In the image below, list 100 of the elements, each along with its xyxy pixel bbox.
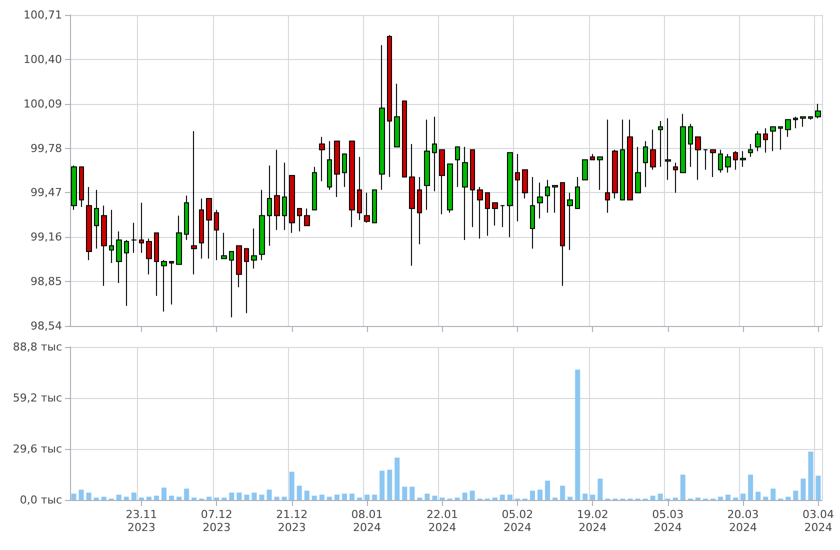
- candlestick: [492, 202, 498, 226]
- bar: [507, 494, 512, 500]
- bar: [169, 496, 174, 500]
- candlestick: [455, 146, 460, 188]
- y-tick-label: 99,16: [30, 230, 62, 244]
- candlestick: [312, 166, 317, 210]
- bar: [568, 496, 573, 500]
- bar: [101, 496, 106, 500]
- bar: [545, 480, 550, 500]
- candlestick: [537, 182, 543, 220]
- bar: [274, 496, 280, 500]
- candlestick: [109, 209, 114, 264]
- bar: [598, 478, 603, 500]
- bar: [342, 494, 347, 500]
- bar: [304, 490, 310, 500]
- candlestick: [725, 154, 731, 174]
- bar: [740, 494, 746, 500]
- candlestick: [379, 44, 385, 190]
- candlestick: [778, 126, 783, 150]
- y-tick-label: 0,0 тыс: [20, 494, 62, 506]
- bar: [266, 490, 272, 500]
- candlestick: [94, 189, 99, 250]
- candlestick: [462, 146, 468, 241]
- candlestick: [755, 130, 761, 152]
- candlestick: [582, 159, 588, 180]
- bar: [312, 496, 317, 500]
- candlestick: [101, 205, 107, 286]
- bar: [380, 470, 385, 500]
- bar: [432, 496, 438, 500]
- candlestick: [146, 238, 152, 275]
- candlestick: [680, 113, 686, 174]
- x-tick-label: 05.03 2024: [652, 508, 684, 534]
- candlestick: [439, 149, 445, 215]
- x-tick-label: 03.04 2024: [802, 508, 834, 534]
- candlestick: [334, 140, 340, 198]
- bar: [124, 496, 129, 500]
- bar: [718, 496, 723, 500]
- candlestick: [372, 189, 377, 224]
- bar: [162, 488, 166, 500]
- candlestick: [740, 150, 746, 168]
- y-tick-label: 88,8 тыс: [12, 340, 62, 354]
- candlestick: [703, 149, 708, 170]
- bar: [786, 496, 791, 500]
- bar: [650, 496, 656, 500]
- candlestick: [349, 140, 355, 228]
- bar: [259, 494, 264, 500]
- candlestick: [567, 192, 573, 251]
- candlestick: [154, 232, 159, 296]
- bar: [244, 494, 250, 500]
- bar: [816, 476, 821, 500]
- x-tick-label: 21.12 2023: [276, 508, 308, 534]
- candlestick: [251, 228, 257, 270]
- candlestick: [800, 116, 806, 128]
- bar: [763, 496, 768, 500]
- candlestick: [319, 136, 325, 182]
- candlestick: [605, 119, 610, 214]
- bar: [575, 370, 580, 500]
- candlestick: [116, 230, 122, 284]
- bar: [538, 490, 542, 500]
- bar: [560, 486, 566, 500]
- bar: [131, 492, 136, 500]
- candlestick: [530, 176, 535, 250]
- candlestick: [206, 198, 212, 260]
- bar: [176, 496, 182, 500]
- candlestick: [560, 182, 565, 286]
- bar: [78, 490, 84, 500]
- candlestick: [688, 123, 693, 168]
- bar: [184, 488, 190, 500]
- candlestick: [139, 202, 144, 254]
- bar: [658, 494, 663, 500]
- bar: [350, 494, 354, 500]
- bar: [462, 492, 468, 500]
- candlestick: [748, 143, 753, 158]
- bar: [364, 494, 370, 500]
- candlestick: [342, 154, 347, 188]
- x-tick-label: 23.11 2023: [126, 508, 158, 534]
- candlestick: [327, 140, 332, 190]
- candlestick: [785, 119, 791, 138]
- bar: [770, 488, 776, 500]
- y-tick-label: 100,09: [24, 97, 62, 110]
- bar: [582, 494, 588, 500]
- candlestick: [650, 129, 656, 170]
- y-tick-label: 98,54: [30, 320, 62, 332]
- candlestick: [695, 136, 701, 180]
- candlestick: [545, 179, 550, 214]
- bar: [71, 494, 76, 500]
- y-tick-label: 99,47: [30, 186, 62, 200]
- bar: [154, 496, 159, 500]
- candlestick: [176, 215, 182, 265]
- candlestick: [770, 126, 776, 152]
- bar: [470, 490, 475, 500]
- y-tick-label: 100,40: [24, 52, 62, 66]
- bar: [410, 486, 415, 500]
- bar: [319, 494, 324, 500]
- y-tick-label: 100,71: [24, 8, 62, 22]
- candlestick: [409, 143, 415, 266]
- candlestick: [131, 222, 137, 254]
- candlestick: [447, 164, 453, 214]
- bar: [289, 472, 294, 500]
- candlestick: [289, 175, 295, 234]
